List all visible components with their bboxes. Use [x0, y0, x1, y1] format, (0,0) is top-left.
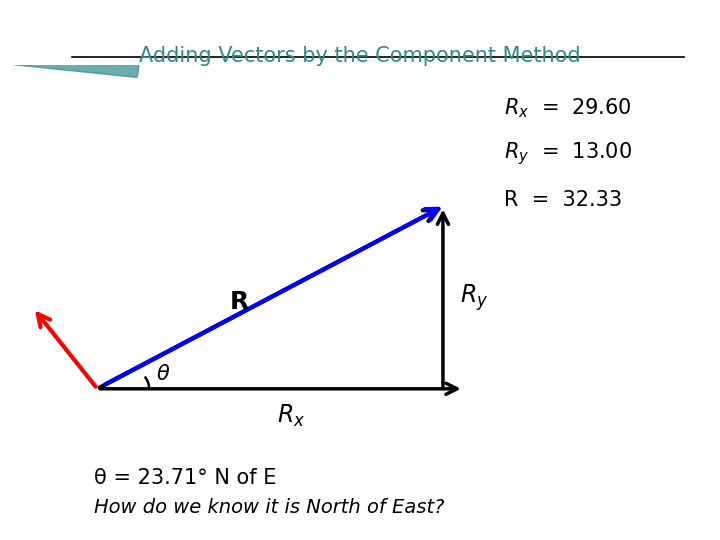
Wedge shape	[14, 0, 139, 77]
Text: $R_x$  =  29.60: $R_x$ = 29.60	[504, 96, 631, 120]
Text: R  =  32.33: R = 32.33	[504, 190, 622, 210]
Text: $\theta$: $\theta$	[156, 364, 171, 384]
Text: How do we know it is North of East?: How do we know it is North of East?	[94, 498, 444, 517]
Text: θ = 23.71° N of E: θ = 23.71° N of E	[94, 468, 276, 488]
Text: Adding Vectors by the Component Method: Adding Vectors by the Component Method	[139, 46, 581, 66]
Text: R: R	[230, 290, 249, 314]
Text: $R_y$: $R_y$	[460, 282, 489, 313]
Text: $R_y$  =  13.00: $R_y$ = 13.00	[504, 140, 632, 167]
Text: $R_x$: $R_x$	[276, 403, 305, 429]
